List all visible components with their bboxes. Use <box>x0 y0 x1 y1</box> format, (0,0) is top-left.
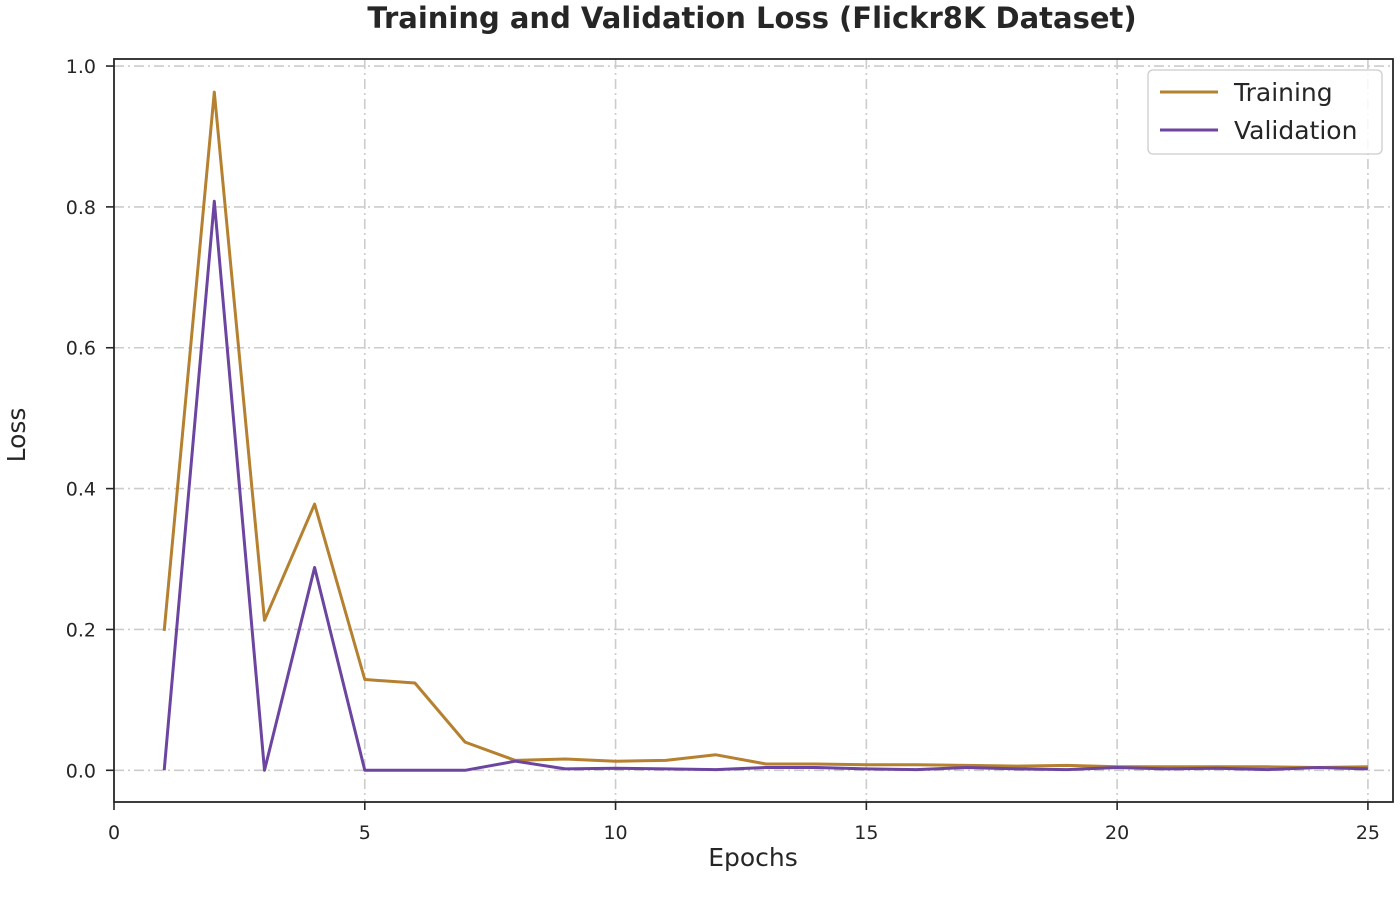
y-tick-label: 0.6 <box>66 338 96 360</box>
legend-label-validation: Validation <box>1234 116 1357 145</box>
series-lines <box>162 90 1368 772</box>
legend-label-training: Training <box>1233 78 1333 107</box>
y-axis-label: Loss <box>2 408 31 463</box>
y-tick-label: 0.4 <box>66 479 96 501</box>
x-tick-label: 0 <box>108 822 120 844</box>
series-line-validation <box>162 199 1368 772</box>
x-tick-label: 5 <box>359 822 371 844</box>
y-axis-ticks: 0.0 0.2 0.4 0.6 0.8 1.0 <box>66 56 114 782</box>
chart-title: Training and Validation Loss (Flickr8K D… <box>367 1 1136 35</box>
x-tick-label: 10 <box>603 822 627 844</box>
grid-lines <box>114 59 1393 802</box>
series-line-training <box>162 90 1368 769</box>
x-axis-label: Epochs <box>708 843 798 872</box>
y-tick-label: 0.8 <box>66 197 96 219</box>
x-tick-label: 15 <box>854 822 878 844</box>
x-axis-ticks: 0 5 10 15 20 25 <box>108 802 1380 844</box>
plot-frame <box>113 58 1394 803</box>
y-tick-label: 0.2 <box>66 619 96 641</box>
legend: Training Validation <box>1147 69 1383 155</box>
x-tick-label: 20 <box>1105 822 1129 844</box>
y-tick-label: 1.0 <box>66 56 96 78</box>
x-tick-label: 25 <box>1356 822 1380 844</box>
y-tick-label: 0.0 <box>66 760 96 782</box>
